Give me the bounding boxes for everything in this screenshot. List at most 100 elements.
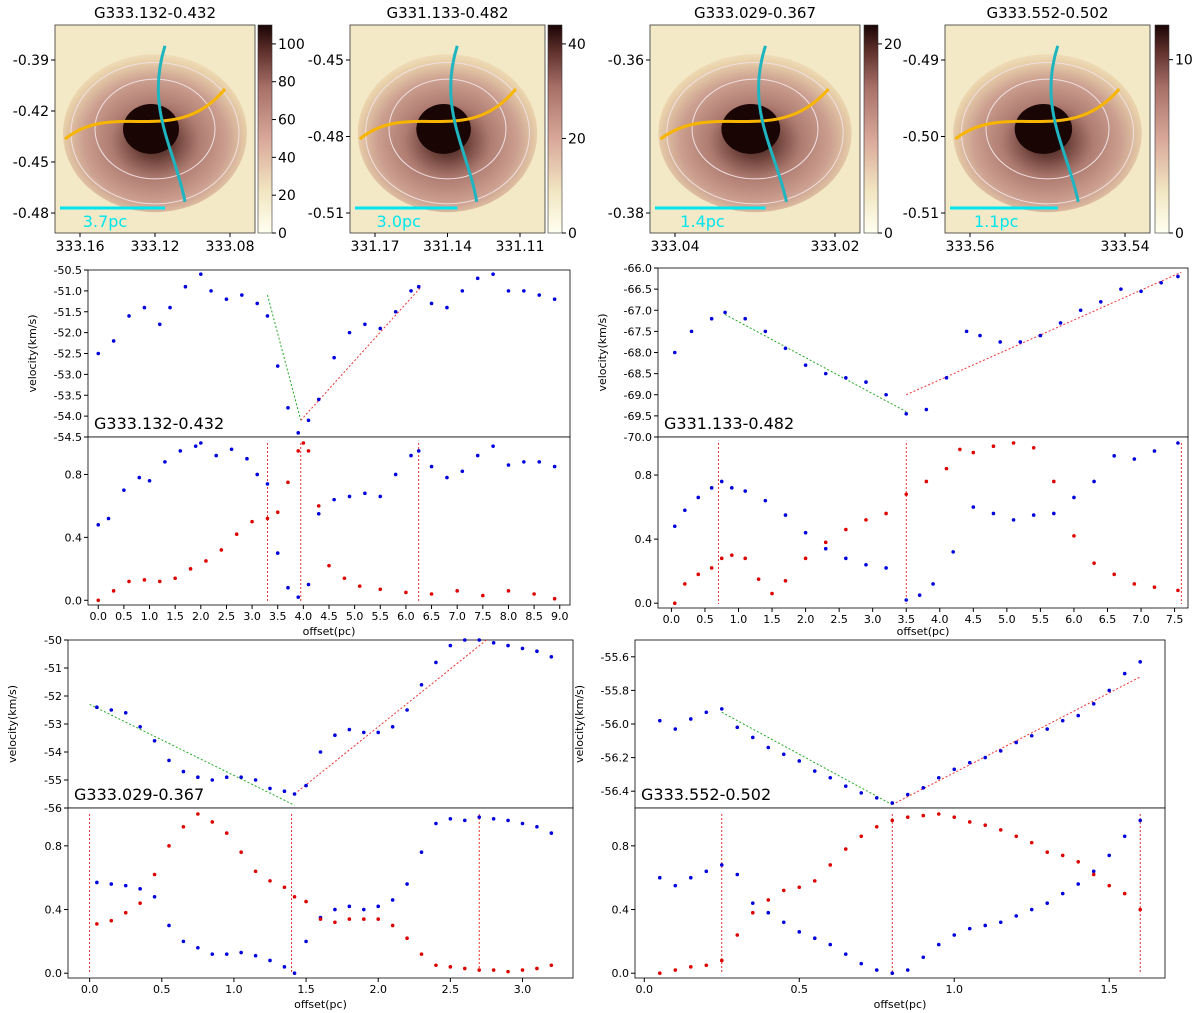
red-profile-point [491,968,496,972]
intensity-y-tick-label: 0.8 [65,468,83,481]
red-profile-point [405,936,409,940]
blue-profile-point [1029,907,1034,912]
x-tick-label: 0.5 [791,983,809,996]
blue-profile-point [347,494,352,499]
blue-profile-point [1176,441,1180,445]
velocity-point [689,329,694,334]
x-tick-label: 7.5 [1166,613,1184,626]
velocity-point [1098,300,1103,304]
x-tick-label: 1.5 [297,983,315,996]
red-profile-point [958,447,962,452]
blue-profile-point [109,882,114,886]
filament-cyan [449,45,479,203]
velocity-y-label: velocity(km/s) [26,314,39,392]
velocity-y-label: velocity(km/s) [596,313,609,391]
red-profile-point [904,492,909,497]
x-tick-label: 1.0 [225,983,243,996]
velocity-point [210,778,215,782]
blue-profile-point [535,824,539,829]
blue-profile-point [797,930,802,934]
velocity-point [506,643,510,648]
blue-profile-point [181,939,186,944]
x-tick-label: 6.0 [1065,613,1083,626]
velocity-axes [634,639,1166,809]
y-tick-label: -0.38 [608,206,644,222]
profile-panel-3: -50 -51 -52 -53 -54 -55 -56 velocity(km/s) G333.… [6,634,574,1011]
blue-profile-point [890,971,895,976]
red-profile-point [477,968,482,972]
red-profile-point [142,578,147,582]
map-title: G331.133-0.482 [386,4,508,22]
red-profile-point [673,968,678,972]
red-profile-point [167,844,171,848]
colorbar-tick-label: 20 [568,131,586,147]
green-fit [721,711,893,806]
x-tick-label: 331.14 [423,239,472,255]
red-profile-point [859,834,864,839]
blue-profile-point [448,816,453,821]
blue-profile-point [828,942,833,947]
blue-profile-point [1112,454,1117,458]
red-profile-point [983,823,988,827]
blue-profile-point [998,920,1003,925]
velocity-y-tick-label: -55.6 [601,651,629,664]
colorbar-tick-label: 80 [278,75,296,91]
velocity-point [157,322,162,327]
blue-profile-point [1060,891,1065,896]
velocity-point [735,725,740,730]
velocity-point [522,289,526,293]
red-profile-point [96,598,101,603]
red-fit [892,676,1141,806]
red-profile-point [138,901,142,905]
blue-profile-point [1107,853,1112,858]
velocity-y-tick-label: -54.0 [54,410,82,423]
velocity-point [167,758,171,763]
red-profile-point [95,922,99,926]
velocity-y-tick-label: -53 [44,718,62,731]
red-profile-point [455,589,459,593]
blue-profile-point [163,460,167,464]
velocity-point [332,355,336,360]
blue-profile-point [672,524,677,529]
x-tick-label: 331.17 [351,239,400,255]
velocity-y-tick-label: -50.5 [54,264,82,277]
red-profile-point [924,479,929,484]
blue-profile-point [245,456,249,461]
red-profile-point [905,815,910,819]
velocity-point [209,289,213,293]
velocity-point [109,708,114,712]
velocity-point [477,638,482,642]
blue-profile-point [229,447,234,452]
velocity-point [1038,333,1043,338]
blue-profile-point [477,815,482,819]
velocity-point [142,305,147,310]
velocity-point [1078,308,1083,313]
blue-profile-point [688,875,693,880]
blue-profile-point [253,953,258,958]
blue-profile-point [304,939,308,944]
x-tick-label: 333.04 [651,239,700,255]
velocity-point [224,297,229,302]
x-tick-label: 2.5 [442,983,460,996]
velocity-point [286,405,290,410]
velocity-point [183,284,188,289]
velocity-point [978,333,982,338]
velocity-point [844,376,848,380]
blue-profile-point [445,475,449,480]
velocity-point [743,316,748,321]
blue-profile-point [983,923,988,928]
red-profile-point [506,589,511,593]
velocity-point [964,329,969,334]
blue-profile-point [549,831,554,835]
intensity-y-tick-label: 0.0 [612,967,630,980]
velocity-y-tick-label: -56 [44,802,62,815]
x-tick-label: 6.0 [397,610,415,623]
intensity-y-tick-label: 0.8 [635,469,653,482]
blue-profile-point [1152,449,1157,453]
red-profile-point [462,966,467,971]
velocity-point [462,638,467,642]
blue-profile-point [462,818,467,823]
map-panel-3: G333.029-0.367 1.4pc 333.04 333.02 -0.36 -0.3… [608,4,902,255]
red-profile-point [1132,582,1137,586]
velocity-point [448,643,453,648]
